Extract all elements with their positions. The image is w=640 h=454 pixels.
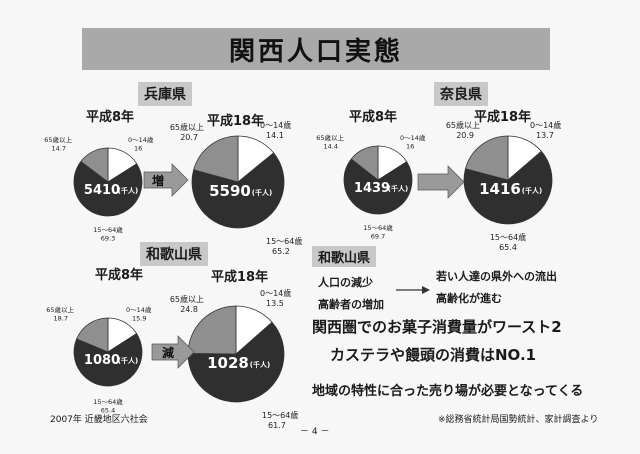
pie-total: 1439: [354, 181, 390, 196]
slice-label: 65歳以上: [44, 135, 72, 144]
slice-value: 20.9: [456, 131, 474, 140]
pie-slice: [73, 333, 143, 387]
arrow-decrease: 減: [151, 335, 195, 369]
slice-label: 0～14歳: [260, 288, 291, 298]
headline-conclusion: 地域の特性に合った売り場が必要となってくる: [312, 384, 584, 399]
pie-slice: [187, 321, 285, 403]
slice-value: 65.4: [499, 243, 517, 252]
pie-slice: [464, 135, 509, 181]
pie-slice: [73, 160, 143, 217]
pie-unit: (千人): [118, 186, 138, 195]
slice-label: 65歳以上: [446, 120, 480, 130]
slice-label: 0～14歳: [530, 120, 561, 130]
slice-label: 15～64歳: [93, 397, 123, 406]
year-label: 平成8年: [349, 110, 398, 125]
pie-slice: [463, 150, 553, 225]
slice-value: 65.4: [101, 407, 115, 415]
slice-value: 13.7: [536, 131, 554, 140]
slice-value: 13.5: [266, 299, 284, 308]
pie-slice: [350, 145, 379, 181]
pie-slice: [191, 152, 285, 229]
footer-source-right: ※総務省統計局国勢統計、家計調査より: [438, 415, 599, 425]
cause-population-decline: 人口の減少: [318, 276, 373, 289]
region-hyogo: 兵庫県: [138, 82, 192, 106]
arrow-increase-shape: [143, 163, 189, 197]
slice-value: 65.2: [272, 247, 290, 256]
pie-slice: [193, 135, 239, 183]
pie-slice: [80, 147, 109, 183]
pie-unit: (千人): [118, 356, 138, 365]
arrow-decrease-label: 減: [162, 345, 174, 360]
headline-no1: カステラや饅頭の消費はNO.1: [330, 346, 537, 364]
pie-unit: (千人): [250, 360, 270, 369]
cause-effect-arrow: [396, 286, 430, 294]
pie-total: 1416: [479, 180, 521, 198]
year-label: 平成18年: [474, 110, 532, 125]
slice-value: 16: [406, 143, 414, 151]
slice-value: 14.4: [324, 143, 338, 151]
title-bar: 関西人口実態: [82, 28, 550, 70]
pie-total: 5410: [84, 183, 120, 198]
cause-effect-head: [422, 286, 430, 294]
slice-value: 18.7: [54, 315, 68, 323]
arrow-nara-shape: [417, 165, 465, 199]
slice-value: 69.7: [371, 233, 385, 241]
page-number: － 4 －: [300, 427, 330, 437]
headline-worst2: 関西圏でのお菓子消費量がワースト2: [312, 318, 562, 336]
slice-value: 24.8: [180, 305, 198, 314]
arrow-nara: [417, 165, 465, 199]
year-label: 平成18年: [211, 270, 269, 285]
slice-label: 15～64歳: [262, 410, 298, 420]
slice-label: 15～64歳: [93, 225, 123, 234]
slice-label: 15～64歳: [266, 236, 302, 246]
footer-source-left: 2007年 近畿地区六社会: [50, 415, 148, 425]
slice-value: 20.7: [180, 133, 198, 142]
pie-slice: [343, 158, 413, 215]
slice-label: 15～64歳: [490, 232, 526, 242]
arrow-increase: 増: [143, 163, 189, 197]
cause-aging-increase: 高齢者の増加: [318, 298, 384, 311]
pie-unit: (千人): [522, 186, 542, 195]
arrow-decrease-shape: [151, 335, 195, 369]
slice-label: 65歳以上: [170, 294, 204, 304]
slice-label: 15～64歳: [363, 223, 393, 232]
pie-unit: (千人): [252, 188, 272, 197]
slice-label: 65歳以上: [170, 122, 204, 132]
slice-value: 14.7: [52, 145, 66, 153]
slice-label: 0～14歳: [126, 305, 152, 314]
effect-aging: 高齢化が進む: [436, 292, 502, 305]
wakayama-panel-heading: 和歌山県: [312, 246, 377, 267]
arrow-increase-label: 増: [152, 173, 164, 188]
slice-value: 16: [134, 145, 142, 153]
slice-label: 0～14歳: [400, 133, 426, 142]
slice-label: 0～14歳: [128, 135, 154, 144]
region-nara: 奈良県: [434, 82, 488, 106]
pie-total: 5590: [209, 182, 251, 200]
pie-slice: [76, 317, 109, 353]
slice-value: 69.3: [101, 235, 115, 243]
slice-value: 14.1: [266, 131, 284, 140]
slice-value: 15.9: [132, 315, 146, 323]
slice-value: 61.7: [268, 421, 286, 430]
year-label: 平成8年: [95, 268, 144, 283]
slice-label: 65歳以上: [46, 305, 74, 314]
region-wakayama: 和歌山県: [140, 242, 208, 266]
slice-label: 0～14歳: [260, 120, 291, 130]
slice-label: 65歳以上: [316, 133, 344, 142]
pie-unit: (千人): [388, 184, 408, 193]
pie-total: 1080: [84, 353, 120, 368]
slide-title: 関西人口実態: [228, 36, 403, 67]
pie-total: 1028: [207, 354, 249, 372]
year-label: 平成18年: [207, 114, 265, 129]
year-label: 平成8年: [86, 110, 135, 125]
effect-youth-outflow: 若い人達の県外への流出: [436, 270, 557, 283]
